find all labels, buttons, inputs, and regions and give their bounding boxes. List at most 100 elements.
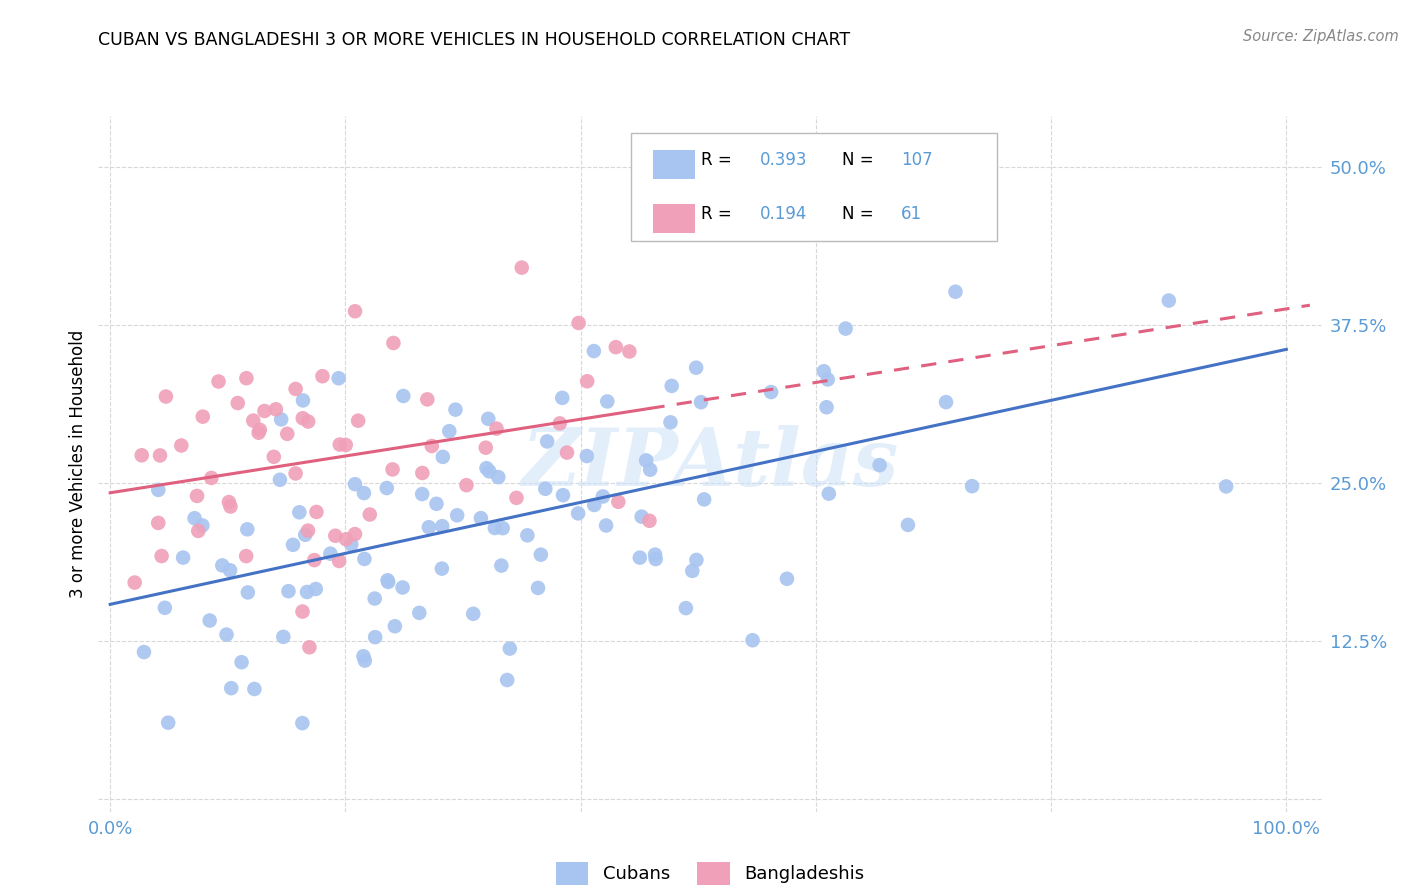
Point	[636, 453, 658, 467]
Point	[595, 518, 617, 533]
Point	[551, 488, 574, 502]
Point	[343, 304, 366, 318]
Point	[496, 673, 519, 687]
Point	[813, 364, 835, 378]
Point	[510, 260, 533, 275]
Y-axis label: 3 or more Vehicles in Household: 3 or more Vehicles in Household	[69, 330, 87, 598]
Point	[215, 627, 238, 641]
Point	[291, 716, 314, 731]
Point	[335, 533, 357, 547]
Point	[391, 581, 413, 595]
Point	[444, 402, 467, 417]
Point	[582, 344, 605, 359]
Point	[432, 519, 454, 533]
Point	[124, 575, 146, 590]
Point	[477, 412, 499, 426]
Point	[607, 495, 630, 509]
Point	[150, 549, 173, 563]
Point	[281, 538, 304, 552]
Point	[463, 607, 485, 621]
Point	[690, 395, 713, 409]
Point	[253, 404, 276, 418]
Point	[131, 448, 153, 462]
Point	[235, 371, 257, 385]
Point	[305, 505, 328, 519]
Point	[231, 655, 253, 669]
Point	[375, 481, 398, 495]
Point	[416, 392, 439, 407]
Point	[323, 529, 346, 543]
Point	[592, 490, 614, 504]
Point	[567, 507, 589, 521]
Point	[226, 396, 249, 410]
Point	[329, 437, 352, 451]
Text: R =: R =	[702, 151, 738, 169]
Point	[505, 491, 527, 505]
Point	[291, 411, 314, 425]
Point	[304, 553, 326, 567]
Point	[499, 641, 522, 656]
Point	[960, 479, 983, 493]
Point	[474, 441, 496, 455]
Point	[817, 486, 839, 500]
Point	[484, 521, 506, 535]
Point	[273, 630, 295, 644]
Point	[364, 591, 387, 606]
Text: R =: R =	[702, 205, 738, 223]
Point	[817, 372, 839, 386]
Point	[340, 537, 363, 551]
Text: CUBAN VS BANGLADESHI 3 OR MORE VEHICLES IN HOUSEHOLD CORRELATION CHART: CUBAN VS BANGLADESHI 3 OR MORE VEHICLES …	[98, 31, 851, 49]
Point	[475, 461, 498, 475]
Point	[661, 379, 683, 393]
Point	[583, 498, 606, 512]
Point	[284, 382, 307, 396]
Point	[288, 505, 311, 519]
Point	[297, 524, 319, 538]
Point	[551, 391, 574, 405]
Point	[219, 681, 242, 695]
Point	[149, 449, 172, 463]
Text: N =: N =	[842, 151, 879, 169]
Point	[478, 464, 501, 478]
Point	[352, 649, 374, 664]
Point	[319, 547, 342, 561]
Point	[576, 374, 599, 388]
Point	[456, 478, 478, 492]
Point	[548, 417, 571, 431]
Point	[247, 425, 270, 440]
Point	[534, 482, 557, 496]
Point	[485, 422, 508, 436]
Point	[219, 500, 242, 514]
Point	[305, 582, 328, 596]
Point	[359, 508, 381, 522]
Text: 0.393: 0.393	[761, 151, 807, 169]
Point	[263, 450, 285, 464]
Point	[328, 554, 350, 568]
Point	[328, 371, 350, 385]
Point	[148, 483, 170, 497]
Point	[236, 522, 259, 536]
Point	[644, 552, 666, 566]
Point	[249, 423, 271, 437]
Point	[297, 415, 319, 429]
Point	[605, 340, 627, 354]
Text: Source: ZipAtlas.com: Source: ZipAtlas.com	[1243, 29, 1399, 44]
Point	[430, 561, 453, 575]
Point	[353, 654, 375, 668]
Point	[644, 548, 666, 562]
Point	[269, 473, 291, 487]
Point	[183, 511, 205, 525]
Point	[132, 645, 155, 659]
Point	[384, 619, 406, 633]
Point	[411, 487, 433, 501]
Point	[157, 715, 180, 730]
Point	[270, 412, 292, 426]
Point	[638, 463, 661, 477]
Point	[628, 550, 651, 565]
Point	[353, 486, 375, 500]
Point	[153, 600, 176, 615]
Point	[191, 518, 214, 533]
Point	[295, 585, 318, 599]
Point	[377, 574, 399, 589]
Point	[815, 401, 838, 415]
